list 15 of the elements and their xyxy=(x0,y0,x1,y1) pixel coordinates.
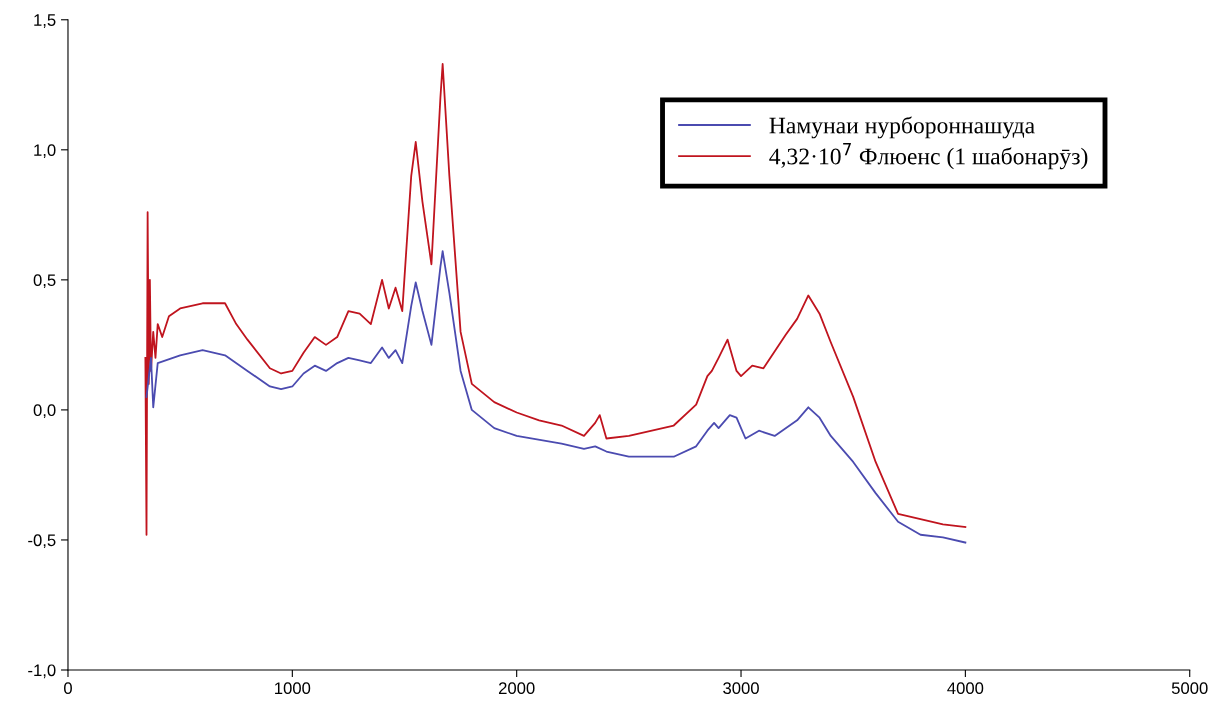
y-tick-label: 0,0 xyxy=(33,404,56,419)
y-tick-label: 1,0 xyxy=(34,144,56,158)
x-tick-label: 4000 xyxy=(947,682,984,695)
y-tick-label: 0,5 xyxy=(33,274,56,289)
y-tick-label: -1,0 xyxy=(28,664,56,679)
y-tick-label: -0,5 xyxy=(28,534,56,549)
x-tick-label: 0 xyxy=(64,682,72,695)
y-tick-label: 1,5 xyxy=(34,14,56,28)
line-series xyxy=(145,250,967,544)
x-tick-label: 5000 xyxy=(1171,682,1208,695)
legend-label: Намунаи нурбороннашуда xyxy=(769,116,1035,139)
x-tick-label: 1000 xyxy=(275,682,311,695)
x-tick-label: 3000 xyxy=(723,682,759,695)
legend-label: 4,32·10$^{7}$ Флюенс (1 шабонарӯз) xyxy=(769,143,1088,170)
x-tick-label: 2000 xyxy=(498,682,535,695)
